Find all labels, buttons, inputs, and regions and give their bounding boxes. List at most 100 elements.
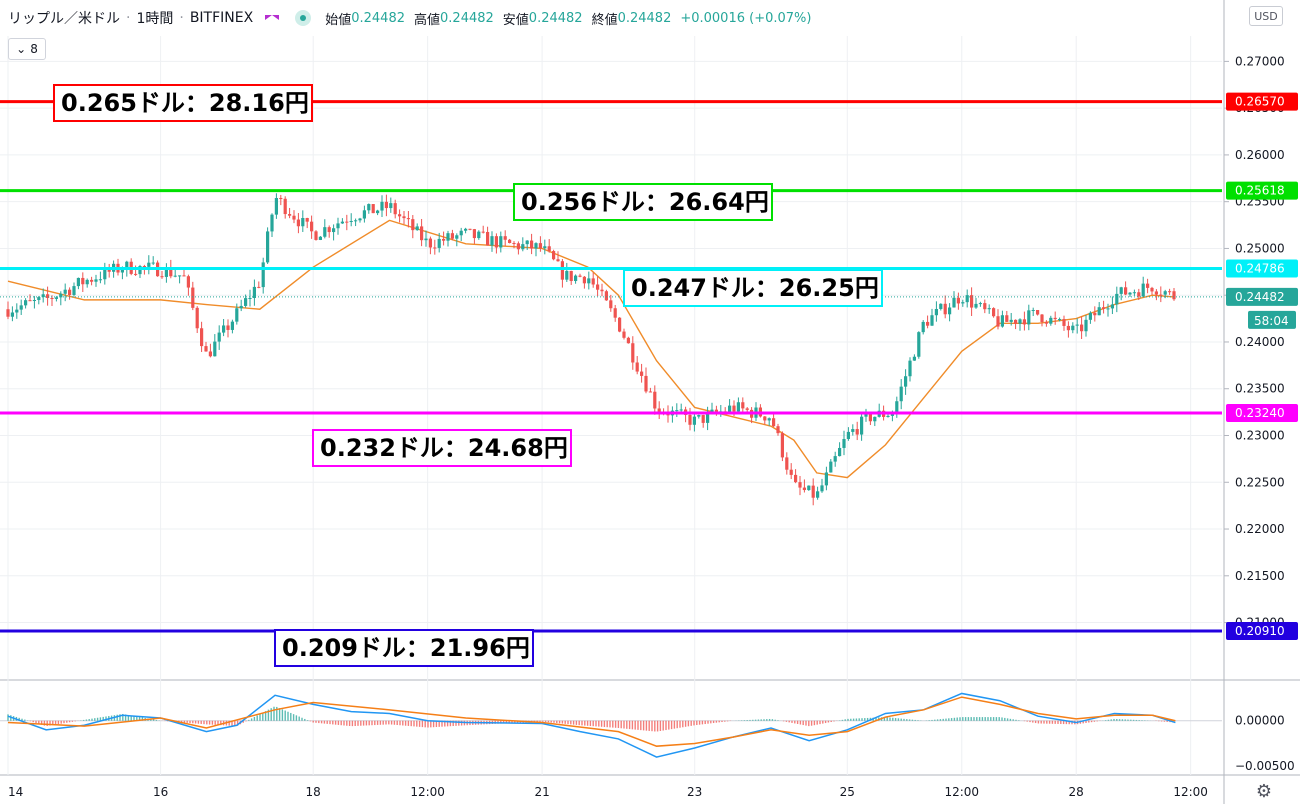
candle-body <box>222 325 226 333</box>
candle-body <box>508 239 512 243</box>
level-price-label: 0.23240 <box>1235 406 1285 420</box>
signal-line <box>7 696 1176 747</box>
symbol-name[interactable]: リップル／米ドル <box>8 11 120 27</box>
level-price-label: 0.26570 <box>1235 95 1285 109</box>
candle-body <box>72 286 76 295</box>
exchange-label: BITFINEX <box>189 10 254 26</box>
candle-body <box>37 297 41 301</box>
candle-body <box>362 210 366 219</box>
candle-body <box>107 268 111 272</box>
candle-body <box>15 309 19 313</box>
candle-body <box>846 431 850 439</box>
candle-body <box>692 416 696 425</box>
candle-body <box>147 262 151 267</box>
candle-body <box>631 343 635 363</box>
candle-body <box>204 346 208 352</box>
level-note-box <box>53 84 313 122</box>
candle-body <box>76 277 80 287</box>
currency-button[interactable]: USD <box>1249 6 1283 26</box>
candle-body <box>472 229 476 239</box>
y-tick-label: 0.25000 <box>1235 241 1285 255</box>
candle-body <box>1014 319 1018 324</box>
price-annotations: 0.265ドル：28.16円 0.256ドル：26.64円 0.247ドル：26.2… <box>53 84 883 667</box>
candle-body <box>459 230 463 236</box>
candle-body <box>433 247 437 249</box>
candle-body <box>591 278 595 285</box>
candle-body <box>970 295 974 308</box>
candle-body <box>1084 319 1088 332</box>
flag-icon[interactable] <box>265 14 280 20</box>
candle-body <box>63 289 67 294</box>
level-note-box <box>623 269 883 307</box>
candle-body <box>838 447 842 457</box>
candle-body <box>763 416 767 421</box>
candle-body <box>1066 325 1070 331</box>
macd-y-tick-label: 0.00000 <box>1235 714 1285 728</box>
candle-body <box>191 287 195 308</box>
candle-body <box>195 307 199 329</box>
candle-body <box>288 214 292 216</box>
candle-body <box>450 233 454 239</box>
level-price-label: 0.20910 <box>1235 624 1285 638</box>
candle-body <box>19 305 23 310</box>
settings-gear-icon[interactable]: ⚙ <box>1255 780 1273 802</box>
candle-body <box>239 305 243 309</box>
candle-body <box>912 356 916 361</box>
candle-body <box>481 231 485 233</box>
candle-body <box>701 415 705 423</box>
level-price-tag <box>1226 621 1298 640</box>
candle-body <box>305 217 309 222</box>
candle-body <box>640 371 644 376</box>
candle-body <box>1163 291 1167 295</box>
candle-body <box>354 220 358 222</box>
candle-body <box>1071 325 1075 331</box>
candle-body <box>494 236 498 248</box>
candle-body <box>530 240 534 249</box>
candle-body <box>345 221 349 223</box>
indicator-count: 8 <box>30 42 38 56</box>
candle-body <box>679 409 683 411</box>
candle-body <box>235 308 239 322</box>
price-axis: 0.270000.265000.260000.255000.250000.245… <box>1224 54 1298 773</box>
candle-body <box>776 426 780 434</box>
candlestick-series <box>6 193 1176 506</box>
candle-body <box>90 279 94 282</box>
y-tick-label: 0.23000 <box>1235 429 1285 443</box>
candle-body <box>921 321 925 333</box>
candle-body <box>332 228 336 233</box>
candle-body <box>798 482 802 488</box>
y-tick-label: 0.21500 <box>1235 569 1285 583</box>
candle-body <box>996 316 1000 327</box>
candle-body <box>939 303 943 309</box>
candle-body <box>525 240 529 245</box>
candle-body <box>1106 308 1110 310</box>
candle-body <box>1018 319 1022 324</box>
candle-body <box>173 275 177 277</box>
candle-body <box>28 300 32 302</box>
candle-body <box>807 485 811 491</box>
candle-body <box>926 321 930 326</box>
candle-body <box>1049 317 1053 324</box>
candle-body <box>1119 287 1123 294</box>
candle-body <box>992 308 996 317</box>
candle-body <box>1102 307 1106 309</box>
candle-body <box>899 386 903 402</box>
indicators-collapse-button[interactable]: ⌄ 8 <box>8 38 46 60</box>
candle-body <box>688 414 692 425</box>
candle-body <box>424 238 428 241</box>
candle-body <box>965 295 969 303</box>
candle-body <box>1000 315 1004 327</box>
candle-body <box>648 391 652 393</box>
interval-label[interactable]: 1時間 <box>136 11 174 27</box>
candle-body <box>706 412 710 423</box>
candle-body <box>200 328 204 347</box>
candle-body <box>732 405 736 412</box>
moving-average-line <box>7 219 1176 479</box>
candle-body <box>811 485 815 498</box>
candle-body <box>974 303 978 308</box>
candle-body <box>547 246 551 252</box>
candle-body <box>164 267 168 277</box>
candle-body <box>24 300 28 306</box>
